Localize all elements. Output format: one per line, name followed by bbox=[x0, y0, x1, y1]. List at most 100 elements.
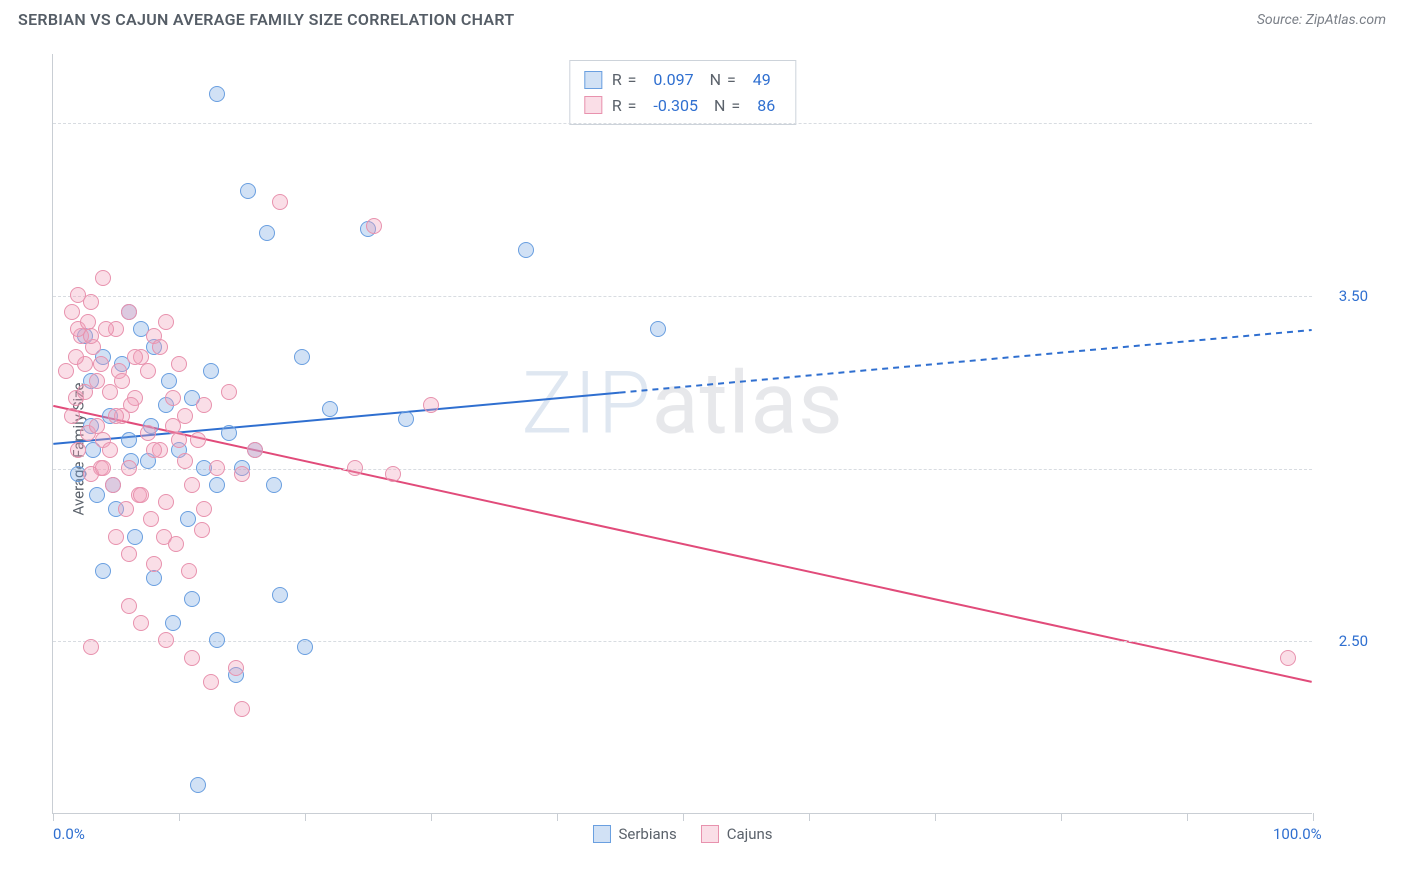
data-point bbox=[77, 384, 93, 400]
data-point bbox=[209, 477, 225, 493]
legend-swatch bbox=[701, 825, 719, 843]
data-point bbox=[228, 660, 244, 676]
data-point bbox=[168, 536, 184, 552]
x-tick bbox=[809, 813, 810, 821]
data-point bbox=[146, 442, 162, 458]
data-point bbox=[64, 304, 80, 320]
data-point bbox=[385, 466, 401, 482]
data-point bbox=[143, 511, 159, 527]
data-point bbox=[121, 304, 137, 320]
data-point bbox=[240, 183, 256, 199]
data-point bbox=[272, 587, 288, 603]
data-point bbox=[398, 411, 414, 427]
data-point bbox=[203, 363, 219, 379]
legend-label: Serbians bbox=[618, 825, 676, 843]
data-point bbox=[272, 194, 288, 210]
data-point bbox=[121, 598, 137, 614]
data-point bbox=[98, 321, 114, 337]
data-point bbox=[194, 522, 210, 538]
data-point bbox=[221, 425, 237, 441]
data-point bbox=[165, 390, 181, 406]
r-value: -0.305 bbox=[647, 93, 704, 119]
x-tick bbox=[53, 813, 54, 821]
legend-label: Cajuns bbox=[727, 825, 773, 843]
x-tick bbox=[557, 813, 558, 821]
x-tick bbox=[1187, 813, 1188, 821]
gridline bbox=[53, 123, 1312, 124]
n-value: 86 bbox=[751, 93, 781, 119]
data-point bbox=[234, 466, 250, 482]
data-point bbox=[180, 511, 196, 527]
data-point bbox=[190, 777, 206, 793]
data-point bbox=[102, 442, 118, 458]
data-point bbox=[95, 270, 111, 286]
data-point bbox=[190, 432, 206, 448]
gridline bbox=[53, 641, 1312, 642]
data-point bbox=[146, 556, 162, 572]
data-point bbox=[58, 363, 74, 379]
data-point bbox=[146, 570, 162, 586]
data-point bbox=[177, 408, 193, 424]
data-point bbox=[165, 615, 181, 631]
data-point bbox=[181, 563, 197, 579]
data-point bbox=[140, 363, 156, 379]
data-point bbox=[158, 632, 174, 648]
x-tick bbox=[179, 813, 180, 821]
watermark: ZIPatlas bbox=[521, 353, 843, 454]
data-point bbox=[221, 384, 237, 400]
x-tick bbox=[431, 813, 432, 821]
data-point bbox=[266, 477, 282, 493]
data-point bbox=[152, 339, 168, 355]
trend-lines bbox=[53, 54, 1312, 813]
legend-item: Cajuns bbox=[701, 825, 773, 843]
data-point bbox=[121, 460, 137, 476]
data-point bbox=[89, 418, 105, 434]
legend-swatch bbox=[584, 96, 602, 114]
data-point bbox=[127, 349, 143, 365]
data-point bbox=[294, 349, 310, 365]
data-point bbox=[1280, 650, 1296, 666]
x-tick bbox=[683, 813, 684, 821]
data-point bbox=[161, 373, 177, 389]
data-point bbox=[118, 501, 134, 517]
data-point bbox=[196, 397, 212, 413]
data-point bbox=[108, 408, 124, 424]
data-point bbox=[234, 701, 250, 717]
x-tick-label: 0.0% bbox=[53, 825, 85, 843]
legend-row: R =0.097N =49 bbox=[584, 67, 781, 93]
data-point bbox=[83, 294, 99, 310]
data-point bbox=[83, 639, 99, 655]
gridline bbox=[53, 296, 1312, 297]
data-point bbox=[158, 494, 174, 510]
x-tick bbox=[935, 813, 936, 821]
data-point bbox=[423, 397, 439, 413]
x-tick-label: 100.0% bbox=[1273, 825, 1322, 843]
data-point bbox=[196, 501, 212, 517]
data-point bbox=[89, 487, 105, 503]
data-point bbox=[347, 460, 363, 476]
data-point bbox=[121, 432, 137, 448]
legend-swatch bbox=[584, 71, 602, 89]
source-attribution: Source: ZipAtlas.com bbox=[1257, 12, 1386, 28]
data-point bbox=[171, 356, 187, 372]
data-point bbox=[171, 432, 187, 448]
data-point bbox=[177, 453, 193, 469]
x-tick bbox=[1061, 813, 1062, 821]
data-point bbox=[140, 425, 156, 441]
x-tick bbox=[305, 813, 306, 821]
plot-area: ZIPatlas R =0.097N =49R =-0.305N =86 Ser… bbox=[52, 54, 1312, 814]
data-point bbox=[518, 242, 534, 258]
data-point bbox=[95, 460, 111, 476]
series-legend: Serbians Cajuns bbox=[592, 825, 772, 843]
data-point bbox=[650, 321, 666, 337]
x-tick bbox=[1313, 813, 1314, 821]
data-point bbox=[95, 563, 111, 579]
data-point bbox=[93, 356, 109, 372]
data-point bbox=[184, 591, 200, 607]
legend-row: R =-0.305N =86 bbox=[584, 93, 781, 119]
data-point bbox=[64, 408, 80, 424]
data-point bbox=[68, 349, 84, 365]
data-point bbox=[184, 650, 200, 666]
data-point bbox=[297, 639, 313, 655]
data-point bbox=[203, 674, 219, 690]
